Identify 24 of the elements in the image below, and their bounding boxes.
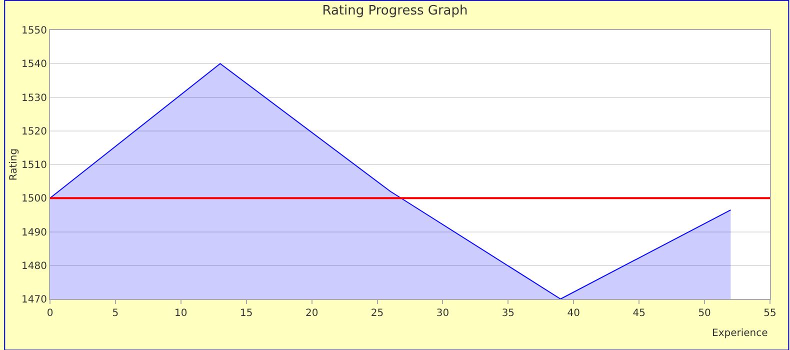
y-tick-label: 1470: [22, 294, 47, 306]
y-tick-label: 1550: [22, 26, 47, 36]
y-tick-label: 1540: [22, 59, 47, 70]
x-tick-label: 35: [502, 308, 515, 319]
x-tick-label: 10: [174, 308, 188, 319]
y-tick-label: 1480: [22, 260, 47, 272]
y-axis-title: Rating: [8, 148, 20, 181]
x-tick-label: 30: [436, 308, 450, 319]
y-tick-label: 1520: [22, 126, 47, 138]
x-tick-label: 45: [632, 308, 646, 319]
y-tick-label: 1510: [22, 160, 47, 171]
y-tick-label: 1490: [22, 227, 47, 238]
x-tick-label: 40: [567, 308, 580, 319]
x-tick-label: 55: [764, 308, 776, 319]
x-tick-label: 50: [698, 308, 711, 319]
x-axis-title: Experience: [712, 328, 768, 339]
x-tick-label: 20: [305, 308, 318, 319]
chart-title: Rating Progress Graph: [322, 3, 468, 18]
x-tick-label: 15: [240, 308, 253, 319]
x-tick-label: 25: [370, 308, 384, 319]
x-tick-label: 0: [46, 308, 54, 319]
y-tick-label: 1530: [22, 92, 47, 104]
y-tick-label: 1500: [22, 194, 47, 205]
x-tick-label: 5: [112, 308, 119, 319]
